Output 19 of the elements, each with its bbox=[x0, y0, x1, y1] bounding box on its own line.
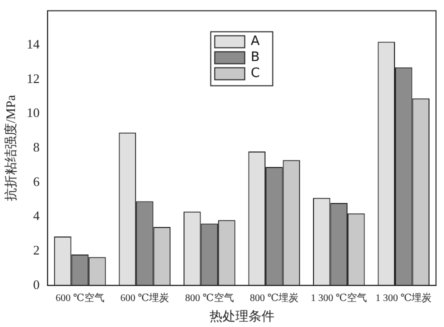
x-tick-label: 800 ℃空气 bbox=[185, 292, 234, 304]
legend-label: C bbox=[250, 66, 260, 82]
y-axis-title: 抗折粘结强度/MPa bbox=[3, 94, 18, 202]
y-tick-label: 4 bbox=[33, 208, 40, 224]
x-tick-label: 1 300 ℃埋炭 bbox=[376, 292, 432, 304]
x-tick-label: 1 300 ℃空气 bbox=[310, 292, 367, 304]
legend-label: B bbox=[250, 50, 260, 66]
legend-label: A bbox=[250, 34, 260, 50]
y-tick-label: 0 bbox=[33, 276, 40, 292]
y-tick-label: 8 bbox=[33, 140, 40, 155]
x-tick-label: 800 ℃埋炭 bbox=[250, 292, 299, 304]
y-tick-label: 10 bbox=[26, 105, 40, 120]
x-tick-label: 600 ℃空气 bbox=[56, 292, 104, 304]
x-tick-label: 600 ℃埋炭 bbox=[120, 292, 170, 304]
y-tick-label: 2 bbox=[33, 242, 40, 258]
y-tick-label: 14 bbox=[26, 36, 40, 52]
y-tick-label: 12 bbox=[26, 70, 40, 86]
x-axis-title: 热处理条件 bbox=[209, 308, 274, 324]
y-tick-label: 6 bbox=[33, 174, 40, 189]
